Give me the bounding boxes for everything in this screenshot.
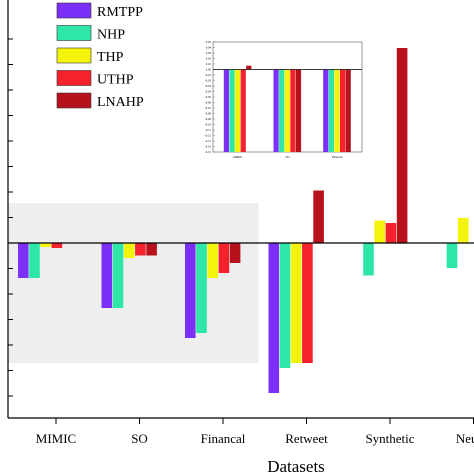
inset-y-tick-label: 0.02 bbox=[206, 57, 212, 61]
bar-rmtpp-mimic bbox=[18, 243, 29, 278]
legend-swatch-uthp bbox=[56, 70, 92, 86]
legend-label-uthp: UTHP bbox=[97, 73, 134, 88]
inset-y-tick-label: 0.03 bbox=[206, 51, 212, 55]
bar-uthp-mimic bbox=[51, 243, 63, 248]
inset-bar-lnahp-mimic bbox=[246, 65, 252, 70]
bar-lnahp-retweet bbox=[313, 190, 324, 243]
inset-y-tick-label: -0.03 bbox=[205, 84, 212, 88]
inset-bar-uthp-so bbox=[290, 69, 296, 152]
bar-lnahp-financal bbox=[229, 243, 241, 263]
bar-rmtpp-so bbox=[101, 243, 113, 308]
inset-y-tick-label: -0.08 bbox=[205, 112, 212, 116]
bar-rmtpp-retweet bbox=[268, 243, 280, 393]
bar-rmtpp-financal bbox=[185, 243, 196, 338]
inset-y-tick-label: -0.01 bbox=[205, 73, 212, 77]
bar-nhp-retweet bbox=[279, 243, 291, 368]
legend-label-nhp: NHP bbox=[97, 28, 125, 43]
bar-uthp-financal bbox=[218, 243, 230, 273]
inset-y-tick-label: -0.12 bbox=[205, 134, 212, 138]
legend-swatch-nhp bbox=[56, 25, 92, 41]
inset-bar-thp-so bbox=[284, 69, 290, 152]
bar-lnahp-synthetic bbox=[396, 48, 408, 243]
bar-thp-mimic bbox=[40, 243, 51, 247]
bar-nhp-neural bbox=[446, 243, 458, 268]
inset-y-tick-label: -0.14 bbox=[205, 145, 212, 149]
bar-thp-financal bbox=[207, 243, 218, 278]
legend-label-lnahp: LNAHP bbox=[97, 95, 144, 110]
legend-swatch-lnahp bbox=[56, 92, 92, 109]
inset-bar-lnahp-so bbox=[295, 69, 302, 152]
inset-y-tick-label: 0.05 bbox=[206, 40, 212, 44]
x-tick-label-neural: Neural bbox=[456, 431, 474, 446]
x-tick-label-synthetic: Synthetic bbox=[365, 431, 414, 446]
inset-y-tick-label: -0.04 bbox=[205, 90, 212, 94]
inset-y-tick-label: -0.07 bbox=[205, 106, 212, 110]
highlight-region bbox=[8, 203, 259, 363]
bar-uthp-synthetic bbox=[385, 223, 397, 243]
inset-bar-nhp-so bbox=[279, 69, 285, 152]
bar-uthp-retweet bbox=[302, 243, 313, 363]
inset-chart: 0.05 0.040.03 0.020.01 0.00-0.01 -0.02-0.03 -… bbox=[205, 40, 363, 159]
x-tick-label-mimic: MIMIC bbox=[36, 431, 76, 446]
inset-y-tick-label: -0.10 bbox=[205, 123, 212, 127]
bar-thp-retweet bbox=[290, 243, 302, 363]
inset-x-tick-label-so: SO bbox=[286, 155, 291, 159]
main-plot: MIMIC SO Financal Retweet Synthetic Neural Dat… bbox=[7, 0, 474, 474]
bar-nhp-financal bbox=[196, 243, 207, 333]
inset-x-tick-label-financal: Financal bbox=[332, 155, 342, 159]
legend-swatch-rmtpp bbox=[56, 2, 92, 19]
inset-y-tick-label: -0.02 bbox=[205, 79, 212, 83]
bar-nhp-mimic bbox=[29, 243, 40, 278]
inset-y-tick-label: 0.04 bbox=[206, 46, 212, 50]
bar-uthp-so bbox=[135, 243, 146, 256]
inset-y-tick-label: -0.05 bbox=[205, 95, 212, 99]
inset-bar-nhp-financal bbox=[328, 69, 334, 152]
inset-x-tick-label-mimic: MIMIC bbox=[233, 155, 242, 159]
inset-y-tick-label: 0.01 bbox=[206, 62, 212, 66]
legend-label-rmtpp: RMTPP bbox=[97, 5, 143, 20]
bar-thp-neural bbox=[457, 218, 469, 243]
bar-nhp-synthetic bbox=[363, 243, 374, 276]
bar-lnahp-so bbox=[146, 243, 157, 256]
legend-swatch-thp bbox=[56, 47, 92, 64]
inset-y-tick-label: 0.00 bbox=[206, 68, 212, 72]
inset-y-tick-label: -0.11 bbox=[205, 128, 212, 132]
x-axis-title: Datasets bbox=[267, 457, 325, 474]
bar-thp-so bbox=[123, 243, 135, 258]
inset-y-tick-label: -0.09 bbox=[205, 117, 212, 121]
inset-bar-nhp-mimic bbox=[229, 69, 235, 152]
inset-bar-uthp-financal bbox=[340, 69, 346, 152]
bar-thp-synthetic bbox=[374, 220, 385, 243]
inset-bar-uthp-mimic bbox=[240, 69, 246, 152]
inset-bar-thp-financal bbox=[334, 69, 340, 152]
bar-nhp-so bbox=[112, 243, 124, 308]
inset-bar-rmtpp-financal bbox=[323, 69, 329, 152]
inset-y-tick-label: -0.13 bbox=[205, 139, 212, 143]
inset-bar-thp-mimic bbox=[235, 69, 241, 152]
inset-bar-lnahp-financal bbox=[345, 69, 351, 152]
x-tick-label-retweet: Retweet bbox=[285, 431, 328, 446]
inset-bar-rmtpp-so bbox=[273, 69, 279, 152]
inset-y-tick-label: -0.15 bbox=[205, 150, 212, 154]
legend: RMTPP NHP THP UTHP LNAHP bbox=[56, 2, 144, 110]
legend-label-thp: THP bbox=[97, 50, 124, 65]
inset-y-tick-label: -0.06 bbox=[205, 101, 212, 105]
x-tick-label-financal: Financal bbox=[201, 431, 246, 446]
x-tick-label-so: SO bbox=[131, 431, 148, 446]
inset-bar-rmtpp-mimic bbox=[223, 69, 229, 152]
